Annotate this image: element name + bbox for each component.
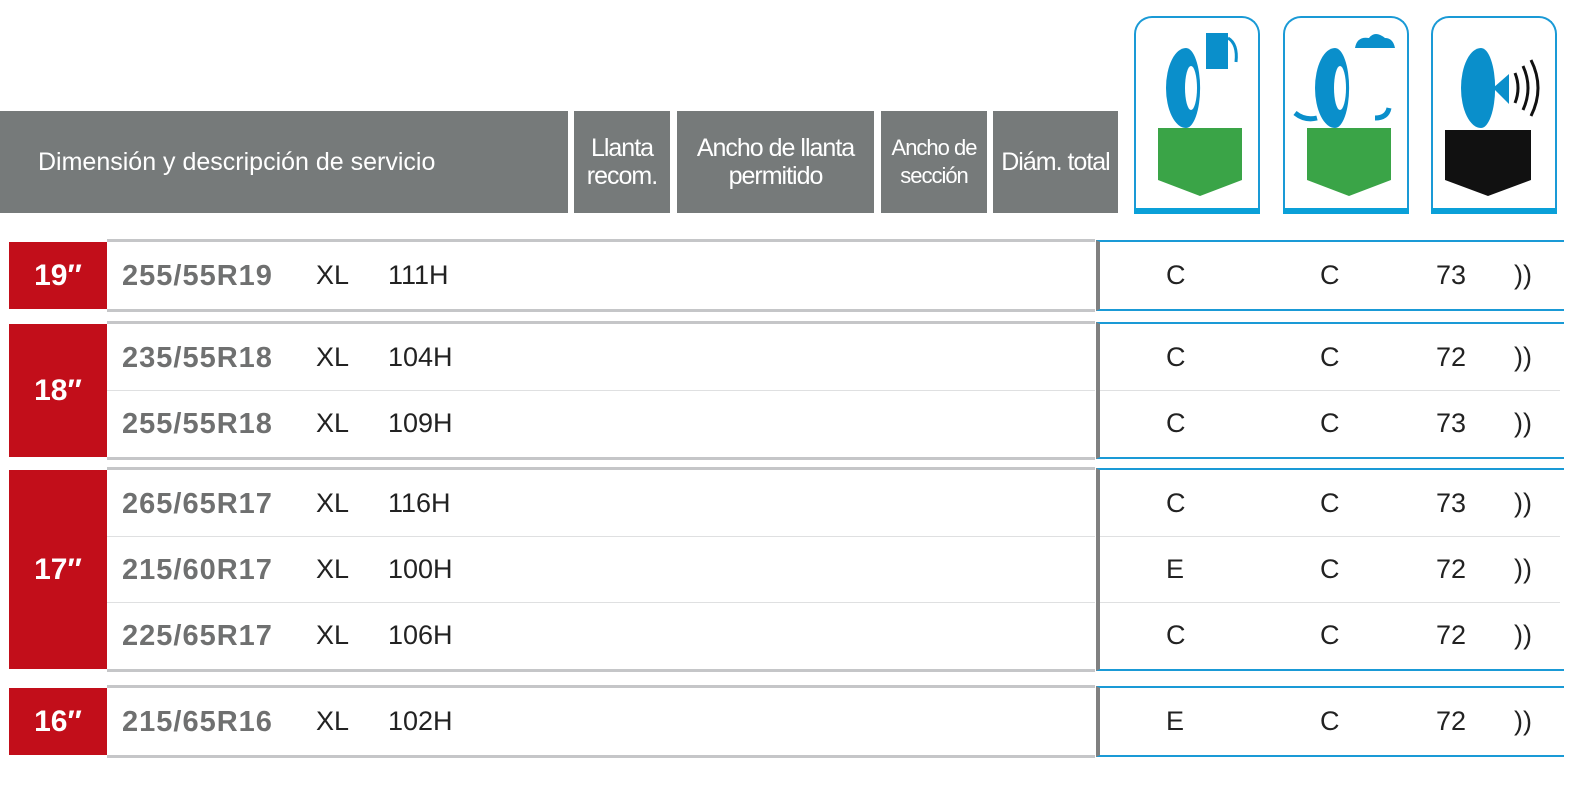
wet-grip-class: C (1320, 706, 1340, 736)
noise-class: )) (1514, 408, 1532, 438)
tire-row[interactable]: 225/65R17 XL 106H C C 72 )) (0, 602, 1589, 668)
tire-size: 225/65R17 (122, 620, 273, 652)
noise-db: 72 (1436, 706, 1467, 736)
rim-group-rows (107, 685, 1095, 758)
header-recommended-rim: Llanta recom. (574, 111, 670, 213)
xl-label: XL (316, 260, 350, 290)
tire-row[interactable]: 235/55R18 XL 104H C C 72 )) (0, 324, 1589, 390)
fuel-class: E (1166, 706, 1185, 736)
rim-group-rows (107, 239, 1095, 312)
service-description: 106H (388, 620, 453, 650)
tire-size: 265/65R17 (122, 488, 273, 520)
service-description: 116H (388, 488, 451, 518)
noise-db: 72 (1436, 620, 1467, 650)
rim-group-labels (1096, 240, 1564, 311)
xl-label: XL (316, 342, 350, 372)
row-divider (1100, 390, 1560, 391)
row-divider (107, 390, 1095, 391)
noise-db: 72 (1436, 554, 1467, 584)
wet-grip-class: C (1320, 620, 1340, 650)
noise-class: )) (1514, 620, 1532, 650)
fuel-class: C (1166, 488, 1186, 518)
xl-label: XL (316, 706, 350, 736)
service-description: 109H (388, 408, 453, 438)
fuel-class: C (1166, 342, 1186, 372)
header-section-width: Ancho de sección (881, 111, 987, 213)
tire-size: 255/55R19 (122, 260, 273, 292)
service-description: 100H (388, 554, 453, 584)
noise-class: )) (1514, 706, 1532, 736)
wet-grip-class: C (1320, 554, 1340, 584)
tire-row[interactable]: 215/65R16 XL 102H E C 72 )) (0, 688, 1589, 754)
rim-group-rows (107, 467, 1095, 672)
rim-size-badge: 17″ (9, 470, 107, 669)
rim-group-labels (1096, 686, 1564, 757)
tire-row[interactable]: 255/55R19 XL 111H C C 73 )) (0, 242, 1589, 308)
wet-grip-class: C (1320, 342, 1340, 372)
noise-class: )) (1514, 554, 1532, 584)
tire-size: 215/65R16 (122, 706, 273, 738)
noise-db: 72 (1436, 342, 1467, 372)
wet-grip-class: C (1320, 488, 1340, 518)
rim-size-badge: 16″ (9, 688, 107, 755)
fuel-class: E (1166, 554, 1185, 584)
row-divider (1100, 536, 1560, 537)
rim-group-rows (107, 321, 1095, 460)
service-description: 104H (388, 342, 453, 372)
wet-grip-class: C (1320, 408, 1340, 438)
noise-db: 73 (1436, 260, 1467, 290)
rim-group-labels (1096, 322, 1564, 459)
xl-label: XL (316, 620, 350, 650)
row-divider (107, 536, 1095, 537)
tire-size: 255/55R18 (122, 408, 273, 440)
header-dimension: Dimensión y descripción de servicio (0, 111, 568, 213)
fuel-efficiency-header (1134, 16, 1260, 214)
noise-header (1431, 16, 1557, 214)
noise-icon (1445, 48, 1540, 196)
wet-grip-icon (1293, 34, 1395, 196)
xl-label: XL (316, 488, 350, 518)
xl-label: XL (316, 408, 350, 438)
fuel-class: C (1166, 408, 1186, 438)
noise-class: )) (1514, 260, 1532, 290)
row-divider (1100, 602, 1560, 603)
header-permitted-rim-width: Ancho de llanta permitido (677, 111, 874, 213)
noise-class: )) (1514, 342, 1532, 372)
noise-db: 73 (1436, 408, 1467, 438)
tire-size: 235/55R18 (122, 342, 273, 374)
fuel-class: C (1166, 620, 1186, 650)
wet-grip-header (1283, 16, 1409, 214)
tire-row[interactable]: 265/65R17 XL 116H C C 73 )) (0, 470, 1589, 536)
rim-size-badge: 19″ (9, 242, 107, 309)
rim-group-labels (1096, 468, 1564, 671)
row-divider (107, 602, 1095, 603)
tire-row[interactable]: 255/55R18 XL 109H C C 73 )) (0, 390, 1589, 456)
tire-row[interactable]: 215/60R17 XL 100H E C 72 )) (0, 536, 1589, 602)
noise-db: 73 (1436, 488, 1467, 518)
tire-size: 215/60R17 (122, 554, 273, 586)
xl-label: XL (316, 554, 350, 584)
fuel-efficiency-icon (1158, 33, 1242, 196)
header-total-diameter: Diám. total (993, 111, 1118, 213)
service-description: 111H (388, 260, 449, 290)
noise-class: )) (1514, 488, 1532, 518)
rim-size-badge: 18″ (9, 324, 107, 457)
fuel-class: C (1166, 260, 1186, 290)
service-description: 102H (388, 706, 453, 736)
wet-grip-class: C (1320, 260, 1340, 290)
